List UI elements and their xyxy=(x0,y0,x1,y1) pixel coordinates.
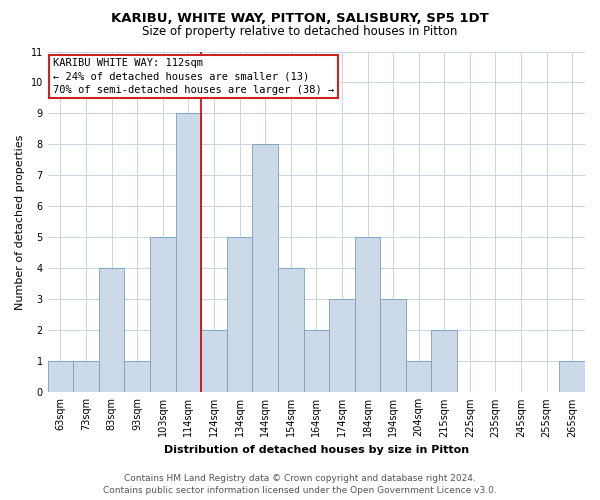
Bar xyxy=(150,238,176,392)
Bar xyxy=(559,362,585,392)
Bar xyxy=(431,330,457,392)
Bar xyxy=(124,362,150,392)
Bar xyxy=(304,330,329,392)
Text: Contains HM Land Registry data © Crown copyright and database right 2024.
Contai: Contains HM Land Registry data © Crown c… xyxy=(103,474,497,495)
Bar xyxy=(176,114,201,392)
Bar xyxy=(329,300,355,392)
Bar xyxy=(380,300,406,392)
Text: KARIBU WHITE WAY: 112sqm
← 24% of detached houses are smaller (13)
70% of semi-d: KARIBU WHITE WAY: 112sqm ← 24% of detach… xyxy=(53,58,334,94)
Bar xyxy=(278,268,304,392)
X-axis label: Distribution of detached houses by size in Pitton: Distribution of detached houses by size … xyxy=(164,445,469,455)
Bar xyxy=(253,144,278,392)
Bar xyxy=(47,362,73,392)
Bar xyxy=(99,268,124,392)
Bar xyxy=(227,238,253,392)
Bar xyxy=(73,362,99,392)
Text: Size of property relative to detached houses in Pitton: Size of property relative to detached ho… xyxy=(142,25,458,38)
Y-axis label: Number of detached properties: Number of detached properties xyxy=(15,134,25,310)
Text: KARIBU, WHITE WAY, PITTON, SALISBURY, SP5 1DT: KARIBU, WHITE WAY, PITTON, SALISBURY, SP… xyxy=(111,12,489,26)
Bar xyxy=(201,330,227,392)
Bar xyxy=(406,362,431,392)
Bar xyxy=(355,238,380,392)
